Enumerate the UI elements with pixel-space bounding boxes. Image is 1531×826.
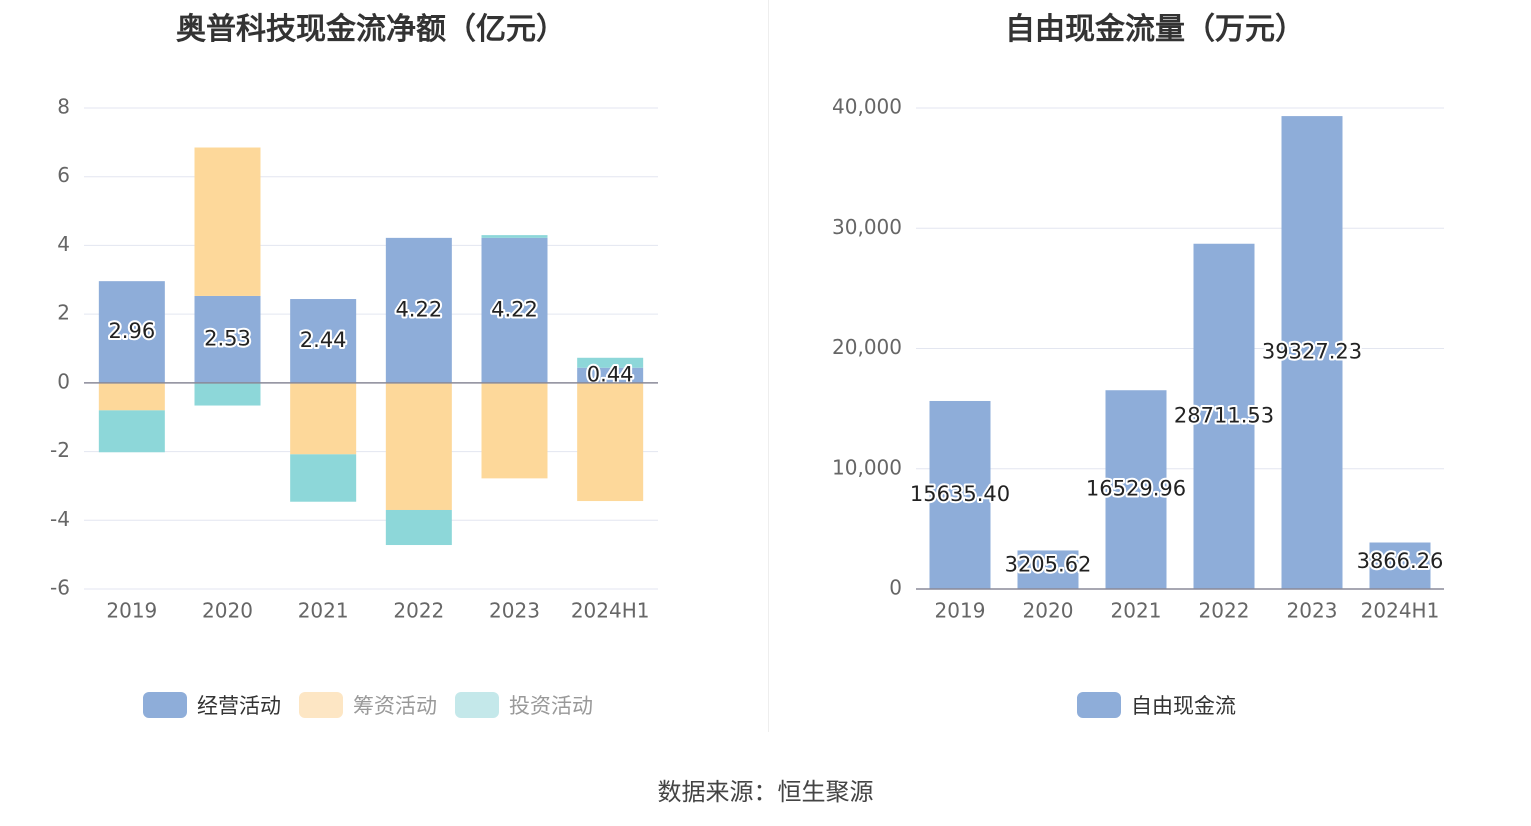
left-bar-经营活动 <box>194 295 261 383</box>
left-legend: 经营活动 筹资活动 投资活动 <box>143 690 611 720</box>
panel-divider <box>768 0 769 732</box>
left-data-label: 2.53 <box>204 326 251 350</box>
right-data-label: 39327.23 <box>1262 340 1362 364</box>
left-bar-筹资活动 <box>194 147 261 296</box>
left-bar-经营活动 <box>481 237 548 383</box>
left-bar-经营活动 <box>98 281 165 383</box>
left-y-tick-label: 0 <box>57 369 70 393</box>
legend-investing[interactable]: 投资活动 <box>455 690 593 720</box>
left-bar-投资活动 <box>194 382 261 406</box>
left-bar-投资活动 <box>577 357 644 368</box>
right-bar-free-cash-flow <box>1017 550 1079 589</box>
left-y-tick-label: 8 <box>57 95 70 119</box>
left-x-tick-label: 2022 <box>393 599 444 623</box>
left-bar-投资活动 <box>481 235 548 238</box>
left-bar-经营活动 <box>577 367 644 383</box>
left-bar-投资活动 <box>98 410 165 453</box>
right-x-tick-label: 2023 <box>1287 599 1338 623</box>
legend-investing-swatch <box>455 692 499 718</box>
right-y-tick-label: 0 <box>889 576 902 600</box>
left-y-tick-label: 6 <box>57 163 70 187</box>
right-bar-free-cash-flow <box>1369 542 1431 589</box>
left-bar-筹资活动 <box>577 382 644 502</box>
legend-operating-swatch <box>143 692 187 718</box>
right-y-tick-label: 10,000 <box>832 455 902 479</box>
left-y-tick-label: 4 <box>57 232 70 256</box>
right-x-tick-label: 2020 <box>1023 599 1074 623</box>
left-bar-筹资活动 <box>290 382 357 455</box>
right-y-tick-label: 30,000 <box>832 215 902 239</box>
legend-free-cash-flow-label: 自由现金流 <box>1131 694 1236 718</box>
left-bar-筹资活动 <box>481 382 548 479</box>
left-data-label: 2.44 <box>300 328 347 352</box>
left-bar-经营活动 <box>290 299 357 383</box>
left-x-tick-label: 2020 <box>202 599 253 623</box>
legend-operating-label: 经营活动 <box>197 694 281 718</box>
right-x-tick-label: 2021 <box>1111 599 1162 623</box>
right-bar-free-cash-flow <box>1193 243 1255 590</box>
right-y-tick-label: 20,000 <box>832 335 902 359</box>
legend-free-cash-flow[interactable]: 自由现金流 <box>1077 690 1236 720</box>
left-x-tick-label: 2023 <box>489 599 540 623</box>
left-bar-经营活动 <box>385 237 452 383</box>
right-data-label: 3205.62 <box>1005 553 1092 577</box>
right-data-label: 28711.53 <box>1174 403 1274 427</box>
left-bar-投资活动 <box>290 454 357 502</box>
legend-financing-label: 筹资活动 <box>353 694 437 718</box>
right-legend: 自由现金流 <box>1077 690 1254 720</box>
legend-financing[interactable]: 筹资活动 <box>299 690 437 720</box>
right-data-label: 15635.40 <box>910 482 1010 506</box>
right-x-tick-label: 2024H1 <box>1361 599 1440 623</box>
left-x-tick-label: 2024H1 <box>571 599 650 623</box>
right-bar-free-cash-flow <box>1281 116 1343 589</box>
legend-investing-label: 投资活动 <box>509 694 593 718</box>
right-bar-free-cash-flow <box>929 400 991 589</box>
right-y-tick-label: 40,000 <box>832 95 902 119</box>
left-bar-筹资活动 <box>98 382 165 411</box>
legend-financing-swatch <box>299 692 343 718</box>
legend-free-cash-flow-swatch <box>1077 692 1121 718</box>
left-data-label: 2.96 <box>108 319 155 343</box>
right-data-label: 3866.26 <box>1357 549 1444 573</box>
right-x-tick-label: 2019 <box>935 599 986 623</box>
left-x-tick-label: 2019 <box>106 599 157 623</box>
left-y-tick-label: -6 <box>50 576 70 600</box>
right-bar-free-cash-flow <box>1105 390 1167 589</box>
left-bar-投资活动 <box>385 509 452 546</box>
left-y-tick-label: 2 <box>57 301 70 325</box>
right-chart-title: 自由现金流量（万元） <box>1005 12 1305 47</box>
right-data-label: 16529.96 <box>1086 477 1186 501</box>
left-x-tick-label: 2021 <box>298 599 349 623</box>
left-y-tick-label: -4 <box>50 507 70 531</box>
left-data-label: 4.22 <box>491 297 538 321</box>
data-source: 数据来源：恒生聚源 <box>657 778 874 806</box>
legend-operating[interactable]: 经营活动 <box>143 690 281 720</box>
left-y-tick-label: -2 <box>50 438 70 462</box>
left-data-label: 4.22 <box>395 297 442 321</box>
left-chart-title: 奥普科技现金流净额（亿元） <box>176 12 566 47</box>
right-x-tick-label: 2022 <box>1199 599 1250 623</box>
left-bar-筹资活动 <box>385 382 452 510</box>
